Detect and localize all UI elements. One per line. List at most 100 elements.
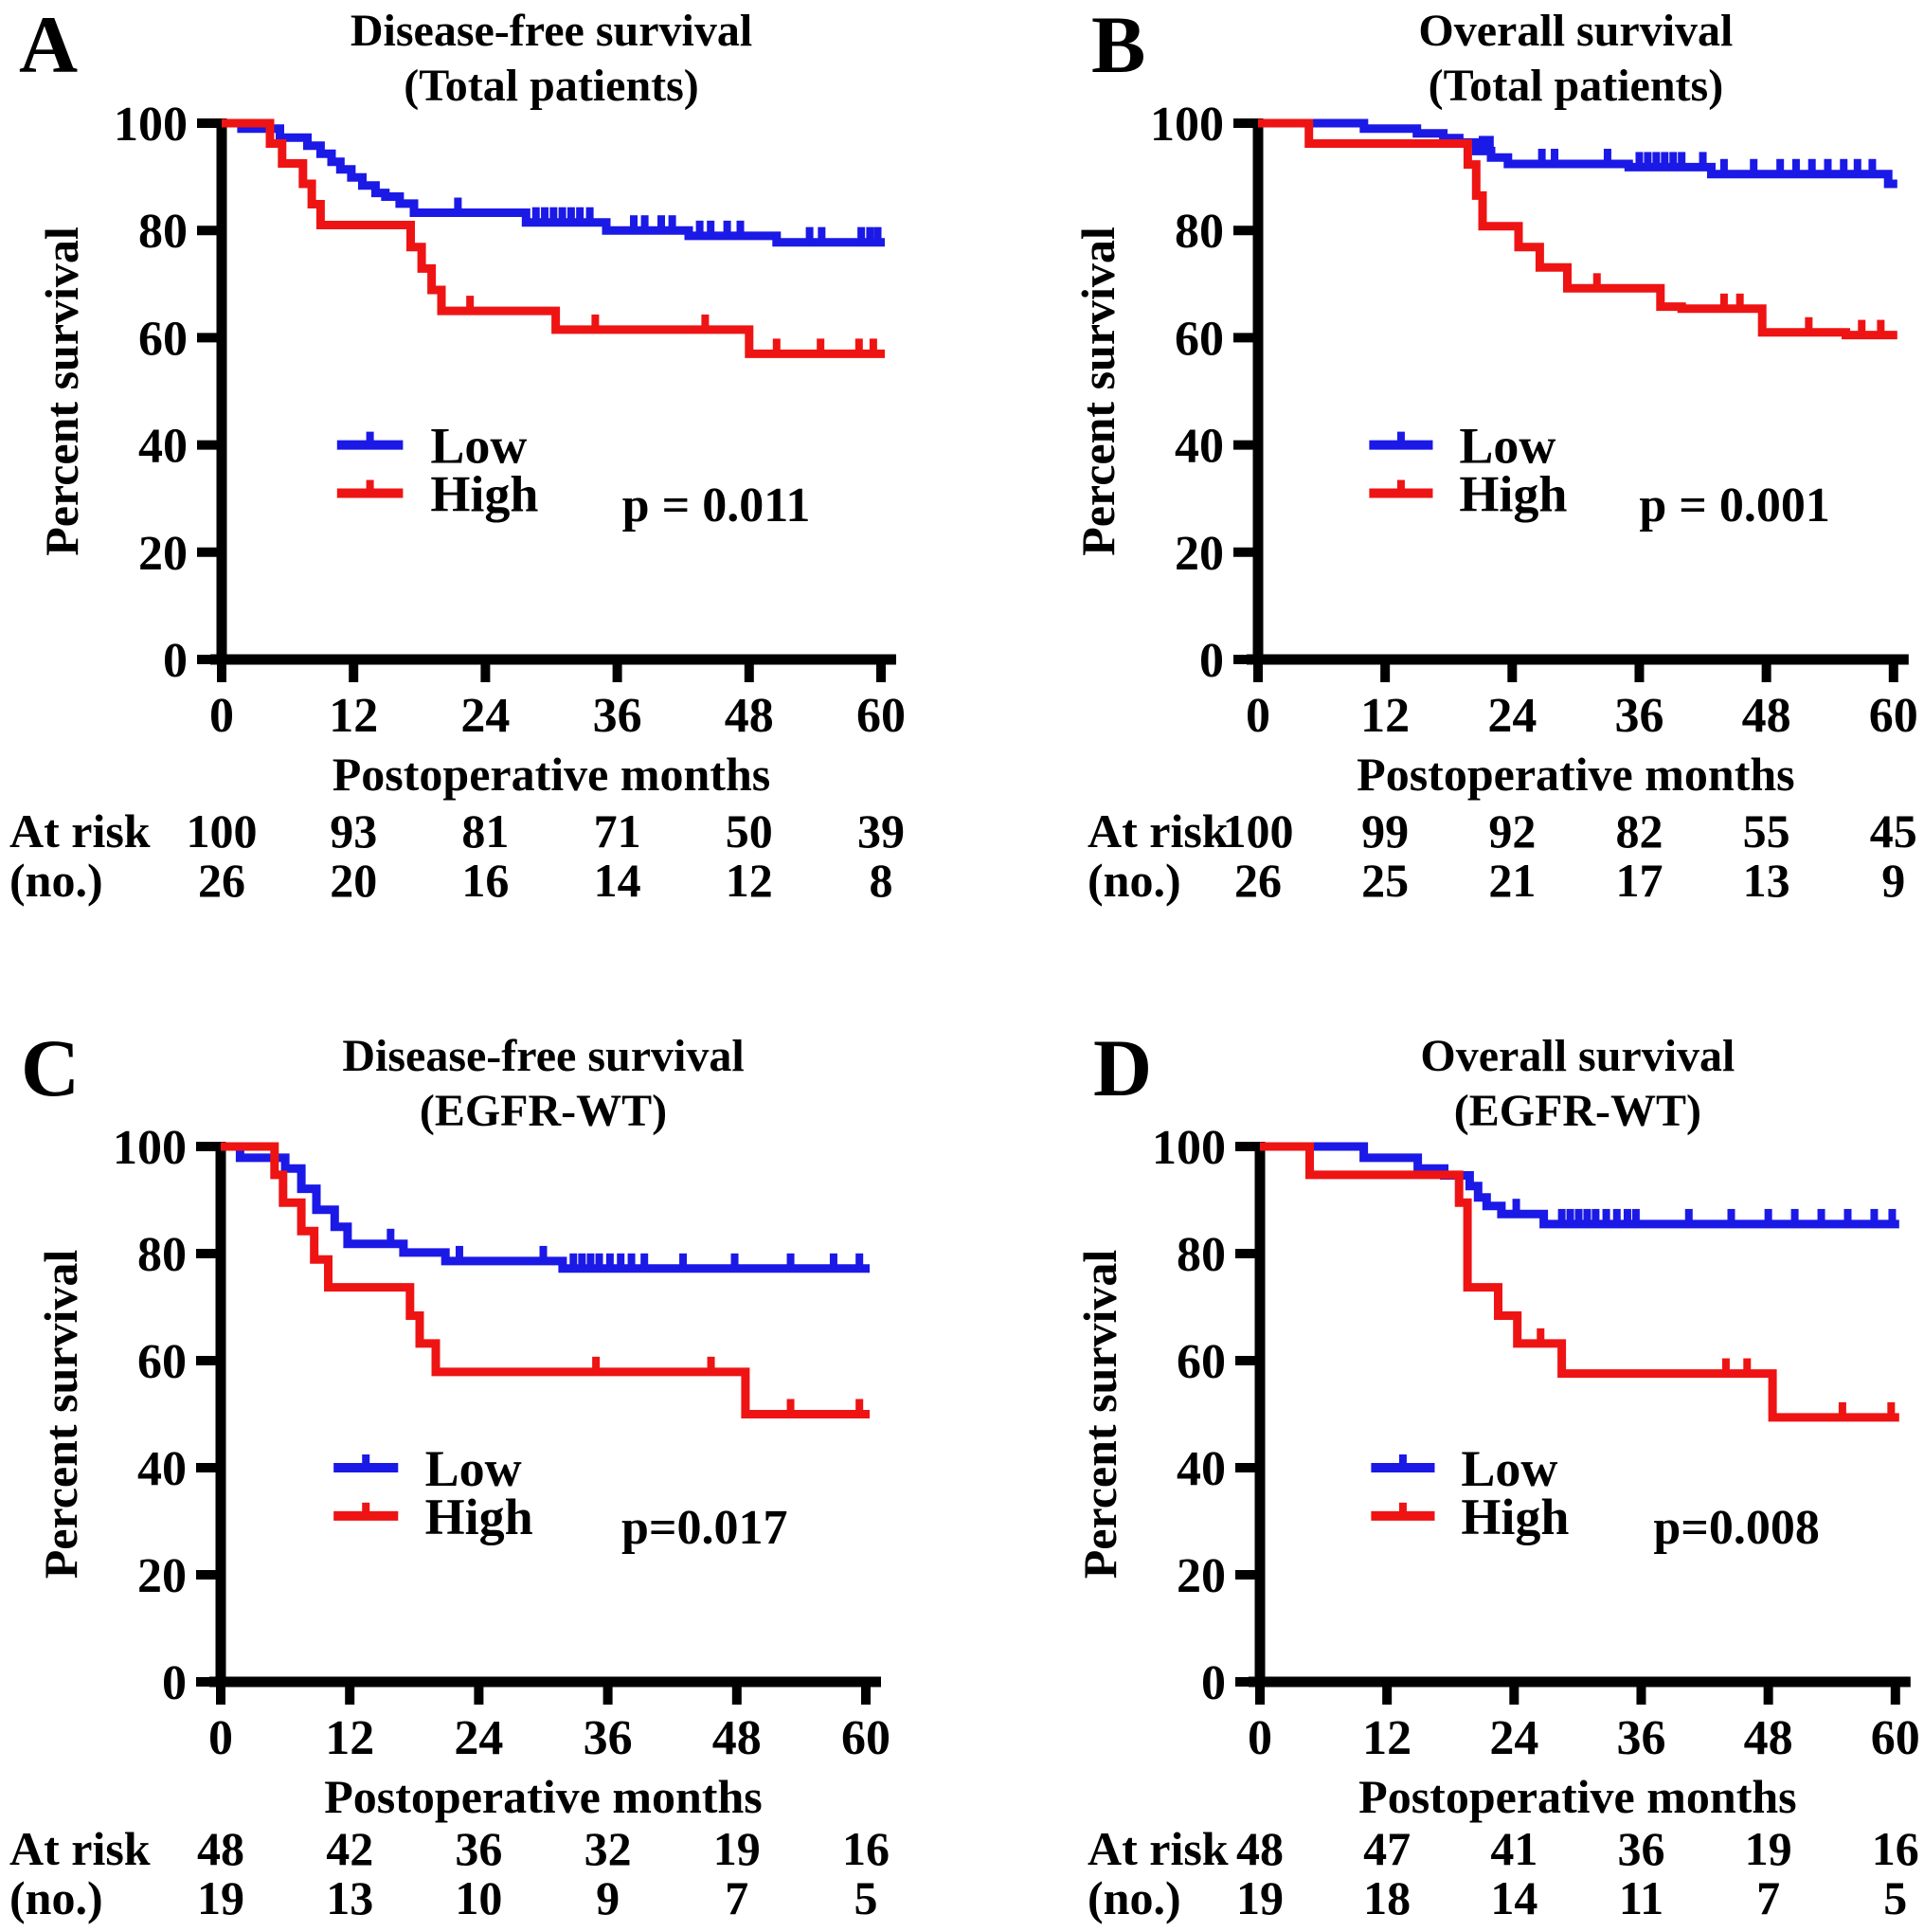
survival-curve-high <box>221 1142 870 1418</box>
at-risk-count-high: 13 <box>1743 854 1790 907</box>
at-risk-count-high: 7 <box>725 1871 748 1924</box>
at-risk-label-line1: At risk <box>9 1822 151 1875</box>
x-tick-label: 0 <box>208 1711 233 1765</box>
p-value-label: p = 0.011 <box>622 478 811 533</box>
x-tick-label: 36 <box>1616 1711 1665 1765</box>
at-risk-count-low: 99 <box>1361 804 1409 858</box>
at-risk-count-low: 39 <box>857 804 905 858</box>
y-tick-label: 40 <box>137 1442 187 1496</box>
at-risk-count-low: 55 <box>1743 804 1790 858</box>
y-tick-label: 60 <box>138 312 188 366</box>
y-tick-label: 40 <box>138 420 188 474</box>
legend-label-high: High <box>430 466 538 523</box>
at-risk-count-low: 48 <box>197 1822 244 1875</box>
at-risk-count-high: 13 <box>326 1871 373 1924</box>
legend-label-high: High <box>1459 466 1567 523</box>
x-axis-title: Postoperative months <box>333 748 770 801</box>
at-risk-count-high: 9 <box>596 1871 620 1924</box>
x-tick-label: 24 <box>1489 1711 1538 1765</box>
at-risk-count-high: 5 <box>1883 1871 1907 1924</box>
x-tick-label: 36 <box>584 1711 633 1765</box>
at-risk-count-high: 20 <box>330 854 377 907</box>
at-risk-label-line2: (no.) <box>1088 854 1181 907</box>
at-risk-count-high: 19 <box>1236 1871 1284 1924</box>
x-tick-label: 12 <box>325 1711 374 1765</box>
at-risk-count-low: 42 <box>326 1822 373 1875</box>
at-risk-count-low: 100 <box>187 804 258 858</box>
x-axis-title: Postoperative months <box>1358 1770 1796 1823</box>
at-risk-count-low: 19 <box>1745 1822 1792 1875</box>
at-risk-count-low: 82 <box>1615 804 1663 858</box>
panel-a-disease-free-survival-total: A Disease-free survival(Total patients) 0 2… <box>0 0 962 985</box>
x-tick-label: 12 <box>1360 689 1410 743</box>
x-tick-label: 36 <box>593 689 642 743</box>
at-risk-count-high: 11 <box>1619 1871 1663 1924</box>
y-tick-label: 0 <box>162 1656 187 1710</box>
at-risk-count-low: 71 <box>594 804 641 858</box>
at-risk-label-line1: At risk <box>9 804 151 858</box>
x-tick-label: 0 <box>1246 689 1270 743</box>
at-risk-count-high: 7 <box>1756 1871 1780 1924</box>
x-tick-label: 60 <box>1869 689 1918 743</box>
x-tick-label: 48 <box>1744 1711 1793 1765</box>
at-risk-count-high: 10 <box>455 1871 502 1924</box>
x-tick-label: 24 <box>454 1711 503 1765</box>
y-tick-label: 20 <box>137 1549 187 1603</box>
y-tick-label: 100 <box>113 1121 187 1175</box>
y-tick-label: 60 <box>137 1335 187 1389</box>
survival-curve-high <box>1258 118 1897 340</box>
at-risk-count-low: 48 <box>1236 1822 1284 1875</box>
y-tick-label: 80 <box>1177 1228 1226 1282</box>
at-risk-count-low: 81 <box>461 804 509 858</box>
y-tick-label: 100 <box>1152 1121 1226 1175</box>
at-risk-count-high: 14 <box>1490 1871 1537 1924</box>
at-risk-count-low: 93 <box>330 804 377 858</box>
at-risk-count-high: 9 <box>1881 854 1905 907</box>
at-risk-label-line1: At risk <box>1088 1822 1229 1875</box>
x-tick-label: 60 <box>841 1711 890 1765</box>
y-tick-label: 80 <box>138 205 188 259</box>
chart-title: Overall survival <box>1420 1031 1735 1081</box>
panel-c-disease-free-survival-egfr-wt: C Disease-free survival(EGFR-WT) 0 20 40 60 80… <box>0 985 962 1932</box>
at-risk-count-high: 26 <box>198 854 245 907</box>
y-tick-label: 100 <box>114 98 188 152</box>
at-risk-count-high: 14 <box>594 854 641 907</box>
y-tick-label: 20 <box>1177 1549 1226 1603</box>
panel-letter: D <box>1093 1022 1152 1113</box>
at-risk-label-line2: (no.) <box>1088 1871 1181 1924</box>
at-risk-count-low: 100 <box>1223 804 1294 858</box>
at-risk-count-low: 19 <box>713 1822 761 1875</box>
at-risk-count-high: 21 <box>1488 854 1536 907</box>
at-risk-count-high: 18 <box>1363 1871 1411 1924</box>
survival-curve-low <box>1258 118 1897 189</box>
x-axis-title: Postoperative months <box>324 1770 762 1823</box>
y-axis-title: Percent survival <box>1073 1250 1126 1580</box>
legend-label-low: Low <box>425 1440 522 1497</box>
survival-curve-low <box>1260 1142 1899 1229</box>
survival-curve-high <box>222 118 885 358</box>
legend-label-high: High <box>425 1489 533 1545</box>
at-risk-count-high: 8 <box>870 854 893 907</box>
x-tick-label: 0 <box>209 689 234 743</box>
x-tick-label: 48 <box>725 689 774 743</box>
at-risk-count-low: 16 <box>842 1822 890 1875</box>
x-tick-label: 36 <box>1614 689 1663 743</box>
legend-label-high: High <box>1461 1489 1569 1545</box>
chart-title: Disease-free survival <box>351 6 752 56</box>
at-risk-count-low: 92 <box>1488 804 1536 858</box>
x-tick-label: 12 <box>1362 1711 1412 1765</box>
x-tick-label: 24 <box>1487 689 1537 743</box>
at-risk-label-line2: (no.) <box>9 1871 103 1924</box>
at-risk-count-low: 16 <box>1872 1822 1919 1875</box>
at-risk-count-high: 5 <box>854 1871 878 1924</box>
x-tick-label: 24 <box>460 689 510 743</box>
chart-title: Disease-free survival <box>342 1031 744 1081</box>
at-risk-label-line2: (no.) <box>9 854 103 907</box>
survival-curve-low <box>221 1142 870 1273</box>
chart-subtitle: (Total patients) <box>404 61 699 111</box>
y-tick-label: 20 <box>138 527 188 581</box>
y-tick-label: 80 <box>1175 205 1224 259</box>
at-risk-label-line1: At risk <box>1088 804 1229 858</box>
x-axis-title: Postoperative months <box>1357 748 1794 801</box>
chart-subtitle: (EGFR-WT) <box>1454 1086 1701 1136</box>
